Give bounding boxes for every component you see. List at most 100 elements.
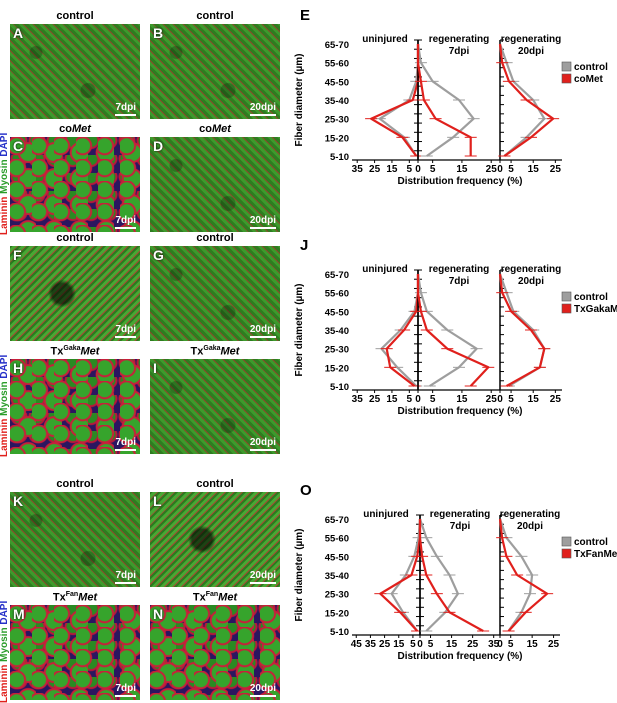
- x-tick-label: 35: [365, 639, 377, 650]
- x-axis-label: Distribution frequency (%): [397, 406, 522, 417]
- legend-label: control: [574, 537, 608, 548]
- legend-swatch: [561, 303, 572, 314]
- scale-bar: 7dpi: [115, 324, 136, 338]
- x-tick-label: 35: [352, 394, 364, 405]
- panel-letter: K: [13, 493, 24, 509]
- x-axis-label: Distribution frequency (%): [397, 651, 522, 662]
- x-tick-label: 15: [446, 639, 458, 650]
- x-tick-label: 15: [393, 639, 405, 650]
- micrograph-title: control: [56, 478, 94, 490]
- legend-label: TxGakaMet: [574, 304, 617, 315]
- y-tick-label: 55-60: [325, 534, 349, 545]
- legend-swatch: [561, 536, 572, 547]
- x-axis-label: Distribution frequency (%): [397, 176, 522, 187]
- x-tick-label: 25: [369, 164, 381, 175]
- y-tick-label: 65-70: [325, 40, 349, 51]
- panel-title: 20dpi: [518, 46, 544, 57]
- x-tick-label: 25: [486, 394, 498, 405]
- legend-swatch: [561, 291, 572, 302]
- x-tick-label: 15: [456, 164, 468, 175]
- x-tick-label: 15: [528, 164, 540, 175]
- panel-title: uninjured: [362, 34, 408, 45]
- chart-letter: O: [300, 482, 312, 499]
- legend-swatch: [561, 73, 572, 84]
- x-tick-label: 0: [415, 164, 421, 175]
- y-tick-label: 25-30: [325, 590, 349, 601]
- y-tick-label: 25-30: [325, 345, 349, 356]
- chart-letter: E: [300, 7, 310, 24]
- micrograph-title: TxGakaMet: [190, 345, 240, 358]
- micrograph-title: control: [196, 232, 234, 244]
- scale-bar: 7dpi: [115, 437, 136, 451]
- x-tick-label: 0: [415, 394, 421, 405]
- panel-title: 7dpi: [450, 521, 471, 532]
- x-tick-label: 5: [407, 164, 413, 175]
- panel-letter: H: [13, 360, 24, 376]
- legend-swatch: [561, 548, 572, 559]
- x-tick-label: 0: [497, 639, 503, 650]
- x-tick-label: 15: [386, 394, 398, 405]
- panel-letter: N: [153, 606, 164, 622]
- panel-title: 20dpi: [517, 521, 543, 532]
- x-tick-label: 5: [508, 164, 514, 175]
- x-tick-label: 15: [527, 639, 539, 650]
- micrograph-panel: D 20dpi: [150, 137, 280, 232]
- scale-bar: 7dpi: [115, 102, 136, 116]
- legend-label: coMet: [574, 74, 604, 85]
- panel-title: regenerating: [501, 264, 562, 275]
- y-axis-label: Fiber diameter (µm): [294, 53, 305, 146]
- x-tick-label: 5: [407, 394, 413, 405]
- panel-letter: B: [153, 25, 164, 41]
- panel-letter: I: [153, 360, 157, 376]
- x-tick-label: 5: [410, 639, 416, 650]
- scale-bar: 20dpi: [249, 215, 276, 229]
- scale-bar: 20dpi: [249, 102, 276, 116]
- legend-swatch: [561, 61, 572, 72]
- y-tick-label: 5-10: [330, 152, 349, 163]
- micrograph-title: control: [56, 232, 94, 244]
- x-tick-label: 5: [508, 394, 514, 405]
- scale-bar: 20dpi: [249, 570, 276, 584]
- scale-bar: 7dpi: [115, 570, 136, 584]
- micrograph-panel: C 7dpi: [10, 137, 140, 232]
- micrograph-panel: I 20dpi: [150, 359, 280, 454]
- micrograph-title: TxFanMet: [192, 591, 238, 604]
- y-axis-label: Fiber diameter (µm): [294, 283, 305, 376]
- panel-letter: L: [153, 493, 162, 509]
- micrograph-panel: F 7dpi: [10, 246, 140, 341]
- x-tick-label: 5: [508, 639, 514, 650]
- x-tick-label: 25: [550, 164, 562, 175]
- micrograph-title: control: [56, 10, 94, 22]
- micrograph-panel: B 20dpi: [150, 24, 280, 119]
- panel-title: regenerating: [500, 509, 561, 520]
- x-tick-label: 25: [486, 164, 498, 175]
- scale-bar: 7dpi: [115, 215, 136, 229]
- panel-title: 7dpi: [449, 276, 470, 287]
- panel-letter: D: [153, 138, 164, 154]
- panel-title: regenerating: [429, 264, 490, 275]
- y-tick-label: 25-30: [325, 115, 349, 126]
- panel-title: 20dpi: [518, 276, 544, 287]
- x-tick-label: 25: [369, 394, 381, 405]
- x-tick-label: 25: [379, 639, 391, 650]
- x-tick-label: 25: [550, 394, 562, 405]
- x-tick-label: 35: [488, 639, 500, 650]
- x-tick-label: 35: [352, 164, 364, 175]
- panel-title: 7dpi: [449, 46, 470, 57]
- scale-bar: 20dpi: [249, 437, 276, 451]
- scale-bar: 20dpi: [249, 324, 276, 338]
- y-tick-label: 65-70: [325, 270, 349, 281]
- y-tick-label: 15-20: [325, 363, 349, 374]
- micrograph-panel: H 7dpi: [10, 359, 140, 454]
- y-tick-label: 35-40: [325, 571, 349, 582]
- legend-label: control: [574, 292, 608, 303]
- legend-label: control: [574, 62, 608, 73]
- micrograph-panel: K 7dpi: [10, 492, 140, 587]
- x-tick-label: 25: [467, 639, 479, 650]
- x-tick-label: 5: [428, 639, 434, 650]
- y-tick-label: 45-50: [325, 307, 349, 318]
- x-tick-label: 0: [497, 394, 503, 405]
- x-tick-label: 15: [528, 394, 540, 405]
- micrograph-title: control: [196, 10, 234, 22]
- x-tick-label: 15: [456, 394, 468, 405]
